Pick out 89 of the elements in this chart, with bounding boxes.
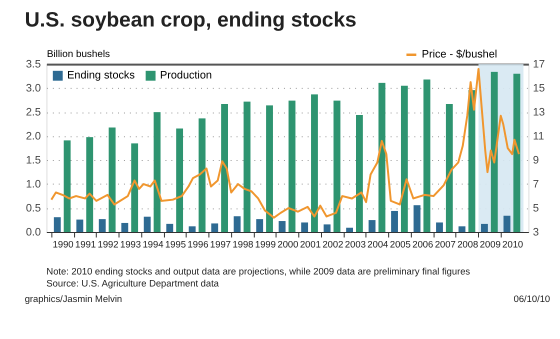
y2-tick-label: 9 xyxy=(532,154,539,167)
y2-tick-label: 13 xyxy=(532,106,545,119)
y2-tick-label: 17 xyxy=(532,58,545,71)
bar xyxy=(176,128,184,232)
bar xyxy=(481,224,488,232)
bar xyxy=(278,221,286,232)
x-tick-label: 1991 xyxy=(75,239,96,250)
x-tick-label: 1992 xyxy=(98,239,118,250)
bar xyxy=(436,222,443,232)
bar xyxy=(468,90,476,232)
line-series xyxy=(50,68,520,219)
x-tick-label: 2006 xyxy=(412,239,434,250)
x-tick-label: 1994 xyxy=(142,239,164,250)
bar xyxy=(121,222,128,232)
y-tick-label: 1.5 xyxy=(26,154,41,167)
chart-title: U.S. soybean crop, ending stocks xyxy=(24,8,357,32)
bar xyxy=(356,115,363,232)
legend-label: Ending stocks xyxy=(67,70,136,82)
y-tick-label: 0.0 xyxy=(26,226,41,239)
x-tick-label: 2003 xyxy=(344,239,366,250)
bar xyxy=(154,112,161,232)
bar xyxy=(446,104,453,232)
x-tick-label: 1996 xyxy=(188,239,208,250)
bar xyxy=(108,127,116,232)
bar xyxy=(244,102,250,232)
x-tick-label: 1998 xyxy=(232,239,254,250)
bar xyxy=(144,216,151,232)
x-tick-label: 1993 xyxy=(120,239,141,250)
y-tick-label: 0.5 xyxy=(26,202,41,215)
bar xyxy=(490,72,498,232)
x-tick-label: 1990 xyxy=(52,239,74,250)
bar xyxy=(414,205,420,232)
bar xyxy=(368,220,376,232)
bar xyxy=(513,74,520,232)
bar xyxy=(256,219,264,232)
bar xyxy=(98,219,106,232)
source-note: Source: U.S. Agriculture Department data xyxy=(46,278,220,288)
y-tick-label: 2.0 xyxy=(26,130,41,143)
x-tick-label: 2010 xyxy=(502,239,524,250)
y-tick-label: 2.5 xyxy=(26,106,41,119)
bar xyxy=(266,105,273,232)
y2-tick-label: 7 xyxy=(532,178,539,191)
text: 06/10/10 xyxy=(514,294,550,304)
y-tick-label: 1.0 xyxy=(26,178,41,191)
x-tick-label: 1999 xyxy=(254,239,276,250)
bar xyxy=(234,216,241,232)
x-tick-label: 2004 xyxy=(367,239,388,250)
x-tick-label: 2009 xyxy=(480,239,501,250)
bar xyxy=(131,143,138,232)
bar xyxy=(391,210,398,232)
x-tick-label: 2005 xyxy=(390,239,411,250)
bar xyxy=(324,224,331,232)
bar xyxy=(76,220,84,232)
bar xyxy=(64,140,71,232)
y2-tick-label: 5 xyxy=(532,202,539,215)
x-tick-label: 2002 xyxy=(322,239,344,250)
bar xyxy=(311,94,318,232)
x-tick-label: 2001 xyxy=(300,239,321,250)
bar xyxy=(211,223,218,232)
text: Note: 2010 ending stocks and output data are projections, while 2009 data are preliminary final figures xyxy=(46,266,470,277)
legend-label: Production xyxy=(160,70,212,82)
x-tick-label: 2000 xyxy=(277,239,298,250)
bar xyxy=(221,104,228,232)
bar xyxy=(503,216,510,232)
bar xyxy=(166,224,174,232)
bar xyxy=(301,222,308,232)
bar xyxy=(198,118,206,232)
y-axis-title: Billion bushels xyxy=(46,48,110,60)
bar xyxy=(188,226,196,232)
bar xyxy=(400,86,408,232)
text: graphics/Jasmin Melvin xyxy=(24,294,122,304)
x-tick-label: 1995 xyxy=(165,239,186,250)
bar xyxy=(346,228,354,232)
bar xyxy=(378,82,386,232)
bar xyxy=(86,137,94,232)
bar xyxy=(423,80,430,232)
y-tick-label: 3.0 xyxy=(26,82,41,95)
x-tick-label: 2007 xyxy=(434,239,456,250)
bar xyxy=(458,226,466,232)
y2-tick-label: 15 xyxy=(532,82,545,95)
bar xyxy=(334,100,340,232)
y-tick-label: 3.5 xyxy=(26,58,41,71)
y2-tick-label: 11 xyxy=(532,130,544,143)
x-tick-label: 1997 xyxy=(210,239,231,250)
bar xyxy=(54,217,61,232)
x-tick-label: 2008 xyxy=(457,239,478,250)
y2-tick-label: 3 xyxy=(532,226,539,239)
legend-label: Price - $/bushel xyxy=(422,48,498,61)
bar xyxy=(288,100,296,232)
